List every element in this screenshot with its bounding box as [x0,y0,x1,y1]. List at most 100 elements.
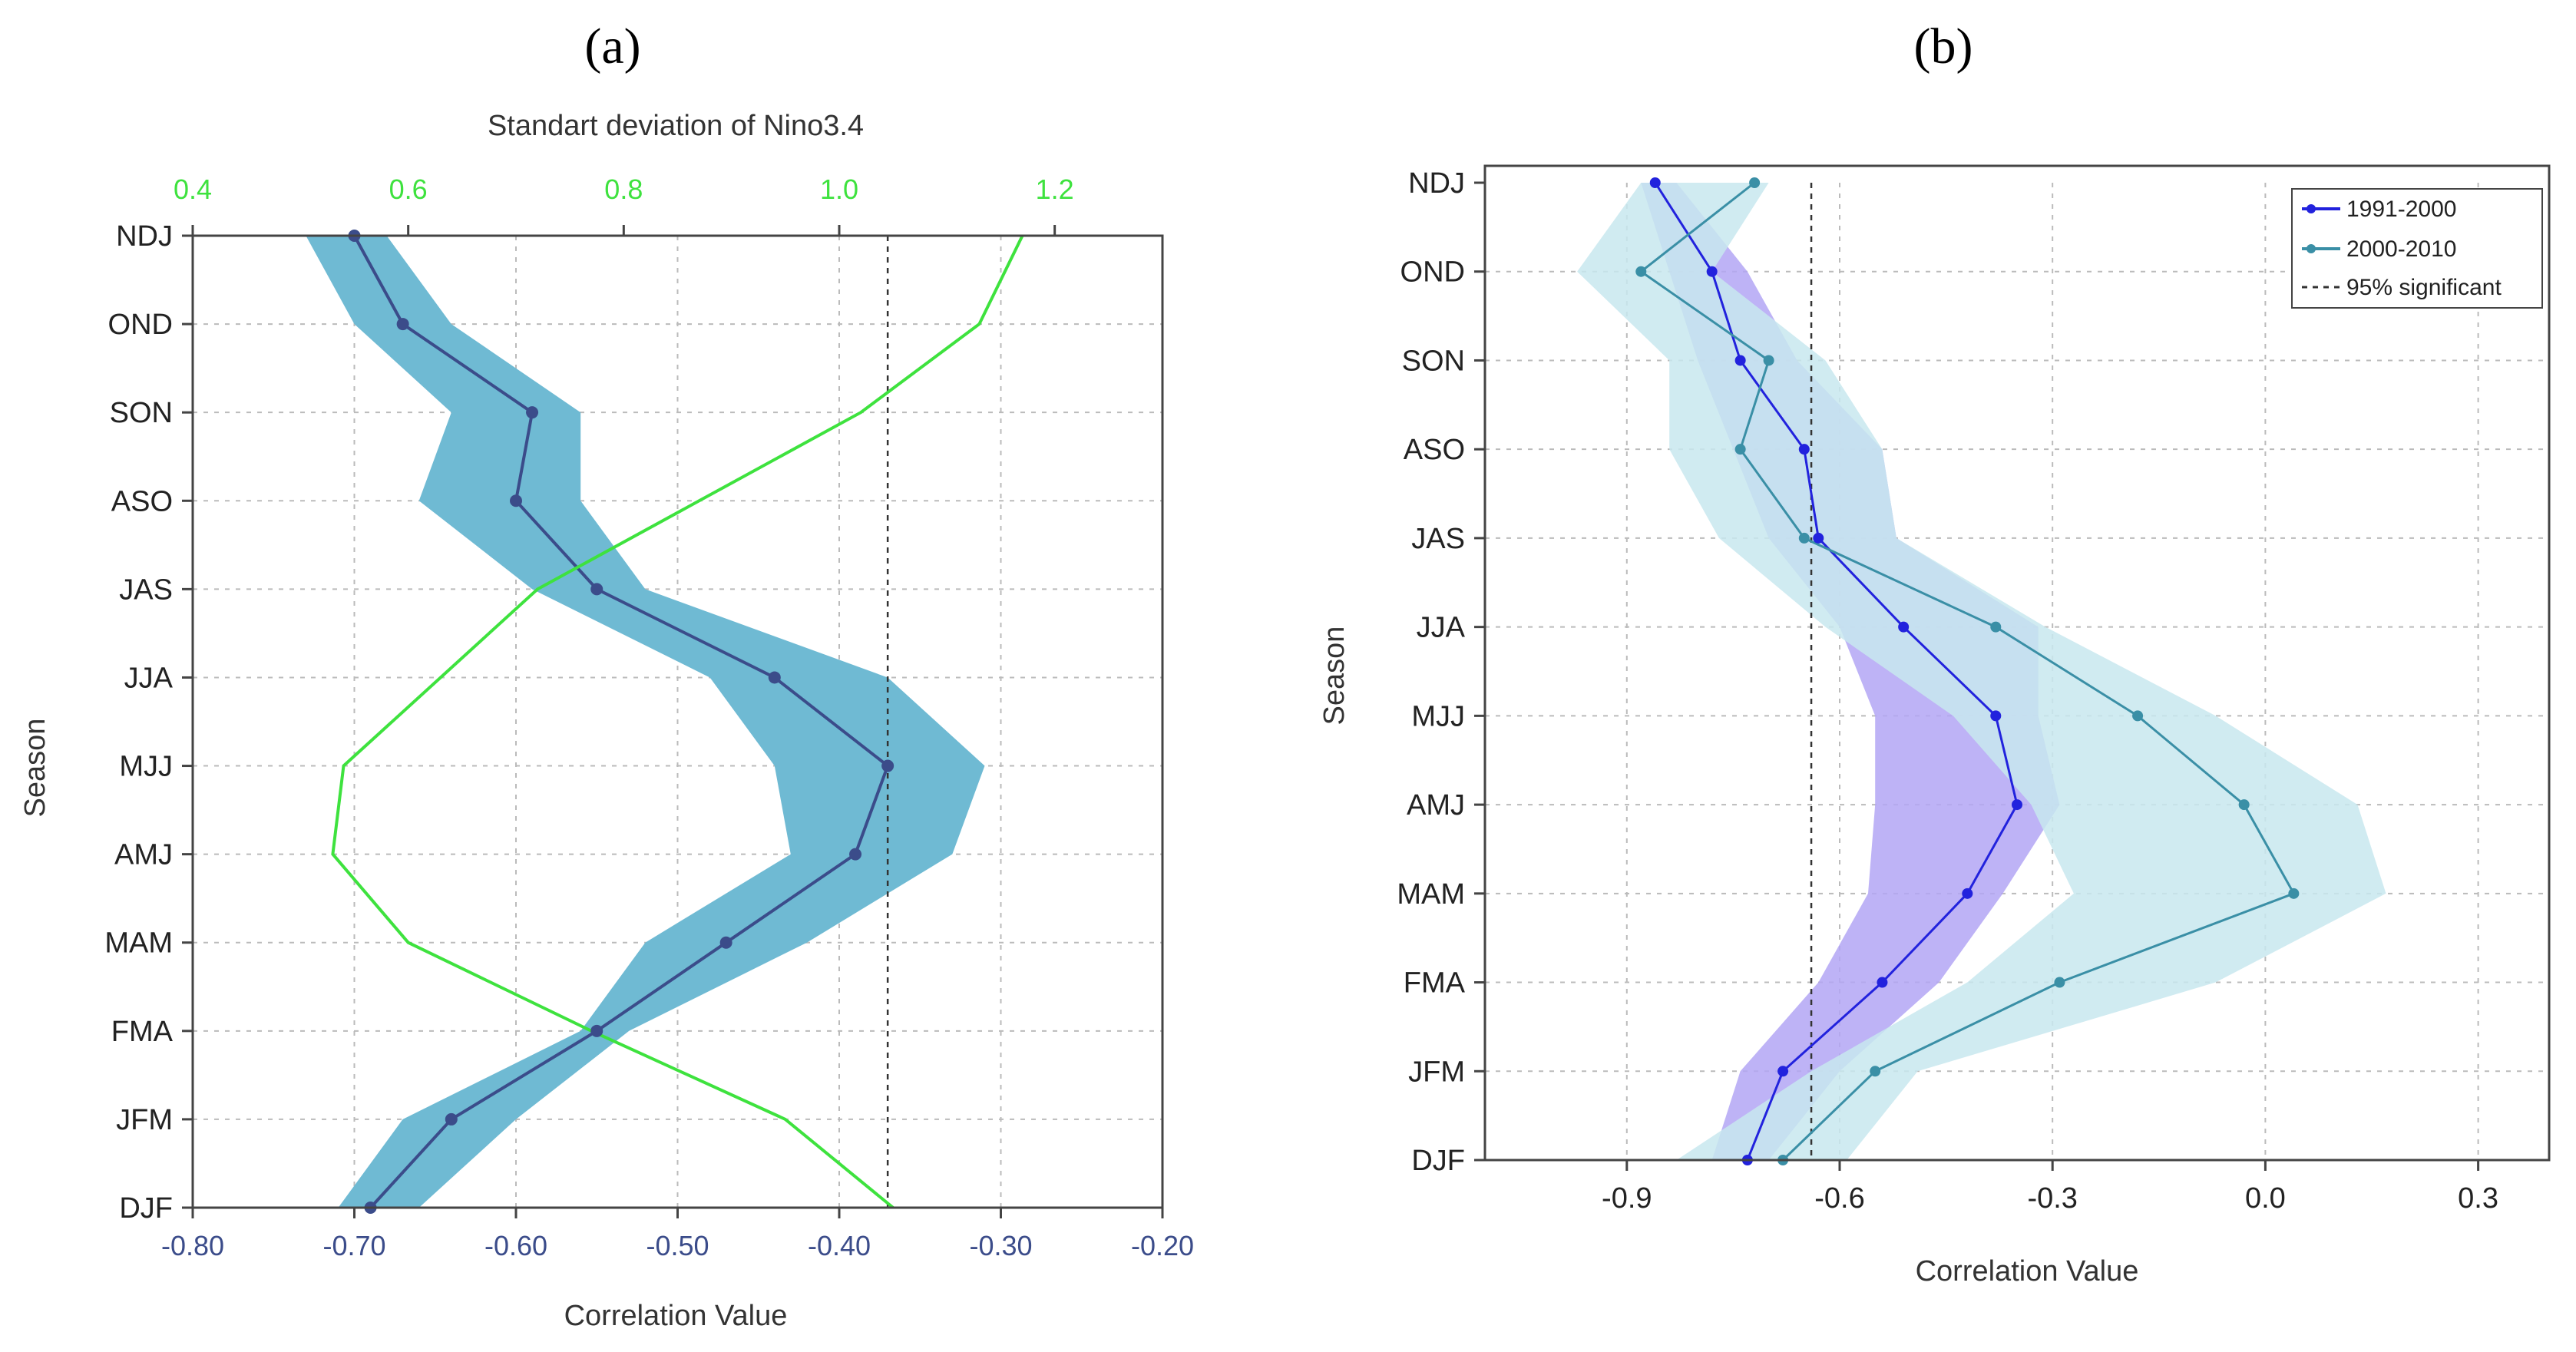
point-1991-2000-amj [2012,799,2022,811]
x-tick-label: 0.3 [2458,1182,2498,1215]
x-tick-label: -0.60 [484,1230,547,1261]
legend-label-2000-2010: 2000-2010 [2346,236,2456,262]
point-2000-2010-jja [1990,621,2002,633]
panel-b-bands [1577,183,2386,1160]
panel-a-x-axis-label: Correlation Value [564,1300,788,1332]
y-tick-label-amj: AMJ [114,839,173,871]
panel-a-label: (a) [584,18,640,74]
y-tick-label-ond: OND [1400,256,1465,289]
series-line-correlation [352,235,890,1209]
legend-label-significance: 95% significant [2346,275,2502,300]
y-tick-label-son: SON [1402,345,1465,377]
point-correlation-jfm [445,1112,458,1126]
y-tick-label-fma: FMA [111,1016,174,1048]
point-2000-2010-mjj [2132,710,2144,722]
panel-a-y-axis-label: Season [19,719,51,818]
y-tick-label-mjj: MJJ [119,751,173,783]
point-correlation-aso [510,494,522,507]
y-tick-label-jja: JJA [124,662,174,694]
plot-frame [1483,164,2551,1162]
y-tick-label-jja: JJA [1417,612,1466,644]
point-1991-2000-ndj [1649,177,1661,188]
y-tick-label-jfm: JFM [1408,1056,1465,1088]
point-2000-2010-mam [2288,888,2300,899]
point-correlation-fma [590,1024,603,1037]
y-tick-label-fma: FMA [1404,967,1466,1000]
point-correlation-amj [849,848,862,861]
legend-marker-1991-2000 [2306,204,2316,213]
legend-marker-2000-2010 [2306,244,2316,253]
panel-a: (a) Standart deviation of Nino3.4 Correl… [19,18,1194,1332]
series-line-2000-2010 [1639,181,2296,1162]
y-tick-label-mam: MAM [104,927,173,960]
y-tick-label-mam: MAM [1397,878,1465,911]
x-tick-label: -0.80 [161,1230,224,1261]
panel-b-y-axis-label: Season [1318,626,1351,726]
y-tick-label-amj: AMJ [1407,789,1465,821]
panel-b-frame [1483,164,2551,1162]
point-1991-2000-mam [1962,888,1973,899]
point-1991-2000-jfm [1777,1066,1789,1077]
y-tick-label-aso: ASO [1404,434,1465,466]
y-tick-label-aso: ASO [111,485,173,517]
y-tick-label-jas: JAS [1411,523,1465,555]
point-1991-2000-mjj [1990,710,2002,722]
panel-a-points [348,230,894,1214]
y-tick-label-djf: DJF [119,1192,173,1225]
y-tick-label-son: SON [110,397,173,429]
point-2000-2010-aso [1734,444,1746,455]
panel-a-ticks: NDJ OND SON ASO JAS JJA MJJ AMJ MAM FMA JFM DJF -0.8… [104,174,1194,1261]
panel-b: (b) Correlation Value Season NDJ OND SON AS… [1318,18,2551,1288]
band-correlation [306,236,985,1208]
x-tick-label: -0.6 [1814,1182,1864,1215]
y-tick-label-ond: OND [108,309,173,341]
panel-b-grid [1485,183,2549,1160]
x-tick-label: 0.0 [2245,1182,2286,1215]
point-1991-2000-ond [1706,266,1718,277]
point-correlation-ond [396,318,409,331]
point-correlation-jas [590,583,603,596]
series-line-1991-2000 [1654,182,2019,1161]
y-tick-label-ndj: NDJ [1408,167,1465,200]
point-2000-2010-ndj [1749,177,1761,188]
y-tick-label-jas: JAS [119,574,173,606]
point-1991-2000-jja [1898,621,1910,633]
y-tick-label-mjj: MJJ [1411,700,1465,732]
x-tick-label: -0.3 [2027,1182,2077,1215]
series-line-standart-deviation-of-nino3-4 [331,235,1024,1209]
panel-b-lines [1639,181,2296,1162]
point-correlation-jja [768,671,781,684]
x-tick-label: -0.40 [808,1230,871,1261]
y-tick-label-jfm: JFM [116,1104,173,1136]
top-x-tick-label: 0.6 [389,174,428,205]
point-2000-2010-jfm [1870,1066,1881,1077]
point-2000-2010-son [1763,355,1774,366]
top-x-tick-label: 0.8 [604,174,643,205]
x-tick-label: -0.30 [969,1230,1032,1261]
panel-b-x-axis-label: Correlation Value [1916,1255,2139,1288]
point-correlation-mjj [881,759,894,772]
top-x-tick-label: 0.4 [174,174,212,205]
x-tick-label: -0.70 [322,1230,385,1261]
panel-a-grid [193,236,1162,1208]
point-2000-2010-jas [1798,532,1810,544]
point-1991-2000-jas [1813,532,1824,544]
y-tick-label-djf: DJF [1411,1145,1465,1177]
panel-a-lines [331,235,1024,1209]
panel-b-ticks: NDJ OND SON ASO JAS JJA MJJ AMJ MAM FMA JFM DJF -0.9… [1397,167,2498,1215]
point-1991-2000-son [1734,355,1746,366]
x-tick-label: -0.9 [1602,1182,1652,1215]
x-tick-label: -0.20 [1131,1230,1194,1261]
panel-b-legend: 1991-2000 2000-2010 95% significant [2291,188,2543,309]
top-x-tick-label: 1.0 [820,174,858,205]
point-correlation-mam [719,936,732,949]
legend-label-1991-2000: 1991-2000 [2346,197,2456,222]
point-2000-2010-fma [2054,977,2065,988]
top-x-tick-label: 1.2 [1036,174,1074,205]
panel-b-label: (b) [1914,18,1973,74]
point-1991-2000-fma [1877,977,1888,988]
point-correlation-son [526,406,539,419]
panel-a-bands [306,236,985,1208]
panel-a-top-axis-label: Standart deviation of Nino3.4 [488,110,864,142]
